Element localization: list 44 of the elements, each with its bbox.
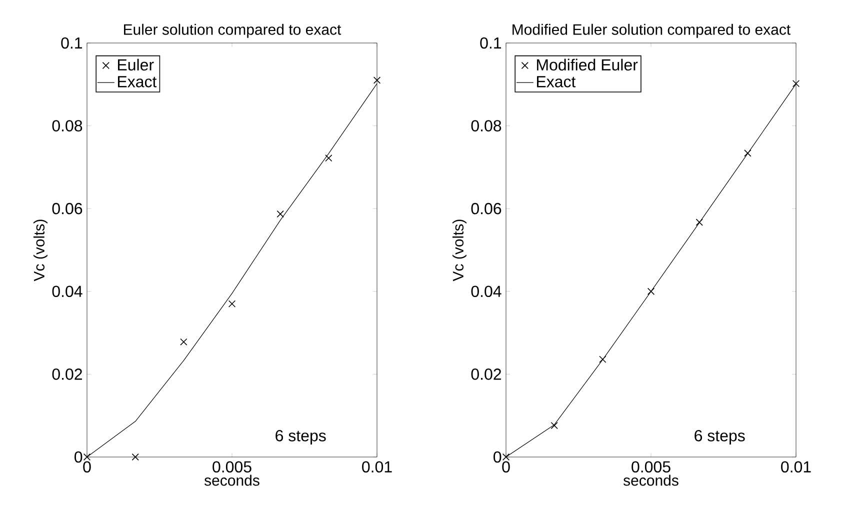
y-tick-label: 0.1 bbox=[480, 37, 502, 49]
point bbox=[792, 80, 800, 88]
point bbox=[132, 453, 139, 461]
y-tick-label: 0 bbox=[494, 451, 502, 463]
y-axis-title: Vc (volts) bbox=[33, 220, 48, 282]
annotation: 6 steps bbox=[276, 430, 326, 445]
annotation: 6 steps bbox=[694, 430, 745, 445]
x-tick-label: 0.01 bbox=[362, 461, 392, 473]
legend-label: Euler bbox=[118, 58, 154, 71]
point bbox=[325, 154, 332, 162]
point bbox=[373, 76, 381, 84]
x-tick-label: 0.005 bbox=[212, 461, 252, 473]
y-tick-label: 0.04 bbox=[471, 286, 502, 298]
y-tick-label: 0.1 bbox=[61, 37, 82, 49]
point bbox=[83, 453, 91, 461]
chart-title: Modified Euler solution compared to exact bbox=[512, 24, 791, 38]
y-tick-label: 0.08 bbox=[471, 120, 502, 132]
y-axis-title: Vc (volts) bbox=[452, 220, 466, 282]
y-tick-label: 0.06 bbox=[471, 202, 502, 214]
legend-label: Exact bbox=[118, 76, 157, 88]
y-tick-label: 0.08 bbox=[52, 120, 82, 132]
point bbox=[599, 356, 606, 363]
point bbox=[180, 338, 188, 346]
x-axis-title: seconds bbox=[204, 474, 260, 486]
y-tick-label: 0.06 bbox=[52, 202, 82, 214]
y-tick-label: 0 bbox=[74, 451, 82, 463]
y-tick-label: 0.04 bbox=[52, 286, 82, 298]
point bbox=[228, 300, 236, 308]
y-tick-label: 0.02 bbox=[471, 368, 501, 380]
legend-label: Modified Euler bbox=[537, 58, 638, 71]
y-tick-label: 0.02 bbox=[52, 368, 82, 380]
x-tick-label: 0.01 bbox=[781, 461, 811, 473]
point bbox=[744, 150, 752, 157]
x-axis-title: seconds bbox=[623, 474, 678, 486]
legend-label: Exact bbox=[537, 76, 576, 88]
point bbox=[647, 288, 655, 295]
x-tick-label: 0 bbox=[502, 461, 510, 473]
chart-title: Euler solution compared to exact bbox=[124, 24, 342, 38]
point bbox=[502, 453, 510, 461]
point bbox=[550, 422, 558, 430]
point bbox=[696, 218, 703, 226]
x-tick-label: 0 bbox=[83, 461, 91, 473]
x-tick-label: 0.005 bbox=[632, 461, 670, 473]
point bbox=[276, 210, 284, 218]
